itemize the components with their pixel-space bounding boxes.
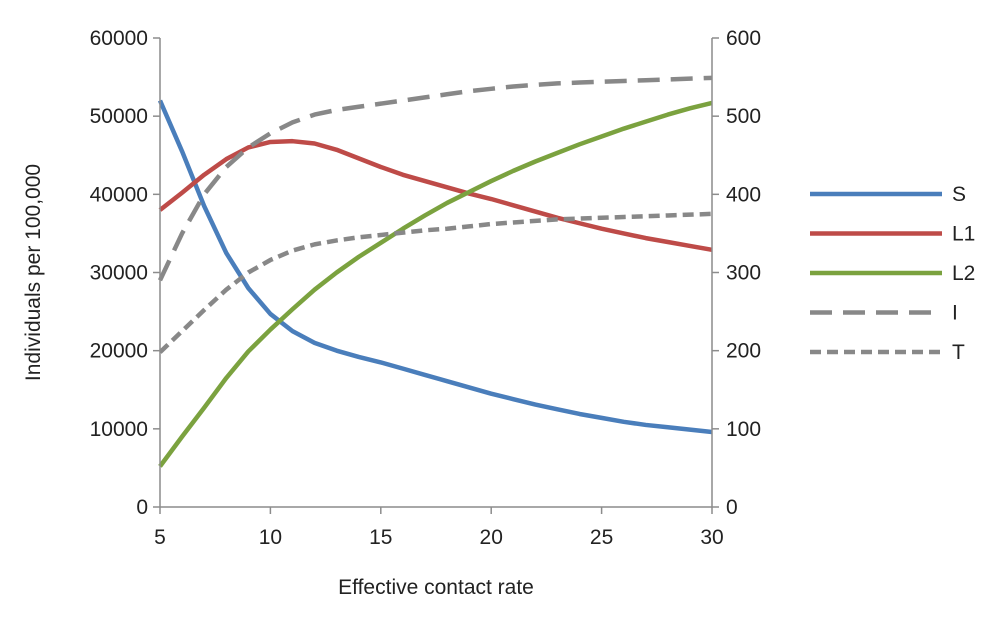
ticks: 0 10000 20000 30000 40000 50000 60000 0 100 200 30… xyxy=(90,27,761,549)
legend: S L1 L2 IT xyxy=(810,183,975,364)
y-tick-label: 60000 xyxy=(90,27,148,50)
y2-tick-label: 200 xyxy=(726,340,761,363)
y2-tick-label: 0 xyxy=(726,496,738,519)
axes xyxy=(159,38,713,508)
legend-label-i: I xyxy=(952,302,958,325)
legend-label-t: T xyxy=(952,341,965,364)
x-tick-label: 15 xyxy=(369,526,392,549)
y2-tick-label: 100 xyxy=(726,418,761,441)
x-tick-label: 20 xyxy=(480,526,503,549)
y-tick-label: 10000 xyxy=(90,418,148,441)
legend-label-s: S xyxy=(952,183,966,206)
legend-label-l1: L1 xyxy=(952,223,975,246)
legend-label-l2: L2 xyxy=(952,262,975,285)
series-line-l2 xyxy=(158,100,713,468)
x-tick-label: 25 xyxy=(590,526,613,549)
y-tick-label: 40000 xyxy=(90,183,148,206)
plot-area xyxy=(157,75,713,468)
y2-tick-label: 600 xyxy=(726,27,761,50)
series-line-t xyxy=(158,211,713,354)
y-tick-label: 30000 xyxy=(90,262,148,285)
series-line-i xyxy=(157,75,713,282)
y-tick-label: 20000 xyxy=(90,340,148,363)
y2-tick-label: 300 xyxy=(726,262,761,285)
series-line-l1 xyxy=(158,138,713,253)
y-axis-title: Individuals per 100,000 xyxy=(22,164,45,381)
x-tick-label: 10 xyxy=(259,526,282,549)
y-tick-label: 0 xyxy=(136,496,148,519)
y-tick-label: 50000 xyxy=(90,105,148,128)
x-tick-label: 30 xyxy=(700,526,723,549)
x-tick-label: 5 xyxy=(154,526,166,549)
y2-tick-label: 400 xyxy=(726,183,761,206)
x-axis-title: Effective contact rate xyxy=(338,576,534,599)
series-line-s xyxy=(157,99,713,435)
y2-tick-label: 500 xyxy=(726,105,761,128)
